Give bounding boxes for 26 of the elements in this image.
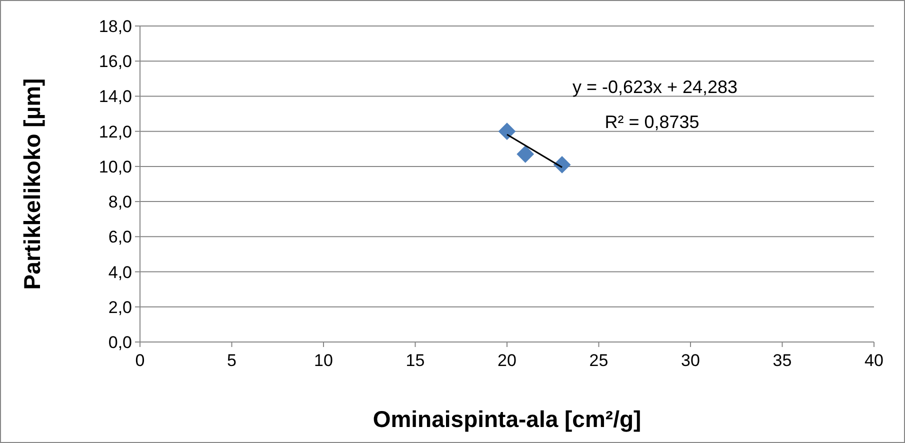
x-tick-label: 35 (772, 351, 792, 370)
y-tick-label: 10,0 (98, 157, 132, 176)
y-tick-label: 16,0 (98, 52, 132, 72)
y-tick-label: 12,0 (98, 122, 132, 142)
y-axis-title: Partikkelikoko [µm] (19, 78, 45, 290)
x-tick-label: 0 (135, 351, 145, 370)
point (516, 146, 534, 163)
y-tick-label: 18,0 (98, 17, 132, 36)
y-tick-label: 4,0 (108, 262, 132, 282)
y-tick-label: 2,0 (108, 298, 132, 317)
annotation: R² = 0,8735 (604, 112, 700, 132)
x-tick-label: 10 (314, 351, 333, 370)
x-axis-title: Ominaispinta-ala [cm²/g] (372, 406, 642, 432)
x-tick-label: 30 (681, 351, 700, 370)
x-tick-label: 25 (589, 351, 608, 370)
x-tick-label: 40 (864, 351, 884, 370)
y-tick-label: 8,0 (108, 192, 132, 212)
annotation: y = -0,623x + 24,283 (572, 77, 738, 97)
y-tick-label: 6,0 (108, 228, 132, 247)
point (554, 156, 571, 174)
x-tick-label: 5 (227, 351, 236, 370)
x-tick-label: 15 (406, 351, 425, 370)
x-tick-label: 20 (498, 351, 516, 370)
y-tick-label: 14,0 (98, 87, 132, 106)
point (498, 122, 516, 140)
y-tick-label: 0,0 (108, 333, 132, 352)
